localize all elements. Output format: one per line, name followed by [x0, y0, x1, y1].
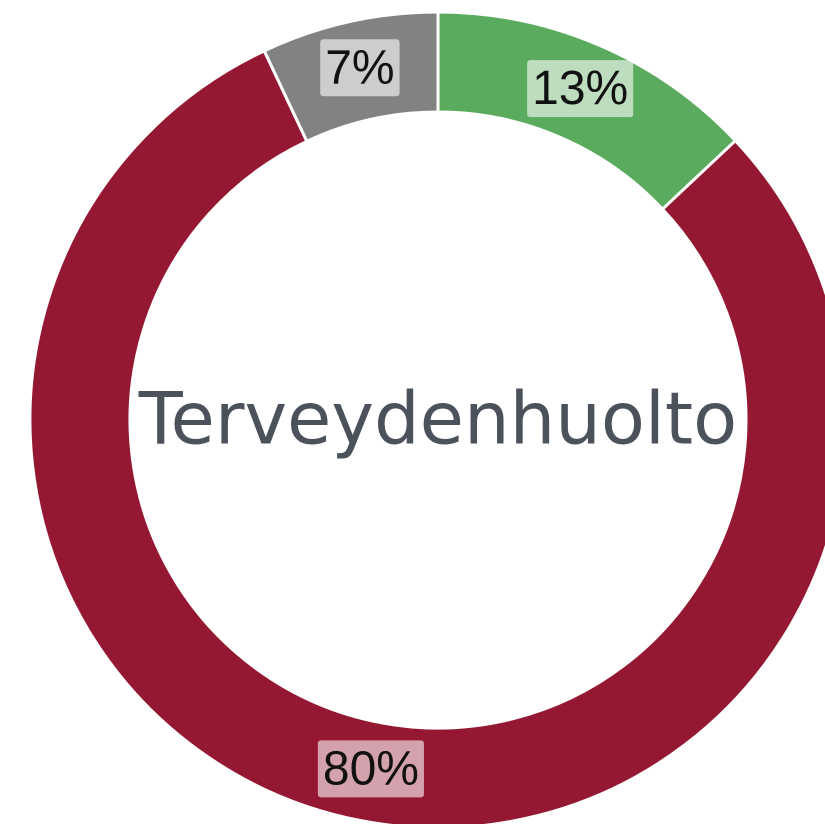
data-label: 7% — [325, 41, 394, 94]
data-label-bg — [317, 740, 424, 798]
data-label: 80% — [323, 742, 419, 795]
data-label-bg — [320, 39, 400, 97]
data-label-group: 7% — [320, 39, 400, 97]
center-text: Terveydenhuolto — [138, 377, 737, 461]
data-label-bg — [527, 60, 634, 118]
data-label-group: 13% — [527, 60, 634, 118]
data-label-group: 80% — [317, 740, 424, 798]
data-label: 13% — [532, 62, 628, 115]
donut-segment — [28, 48, 825, 824]
